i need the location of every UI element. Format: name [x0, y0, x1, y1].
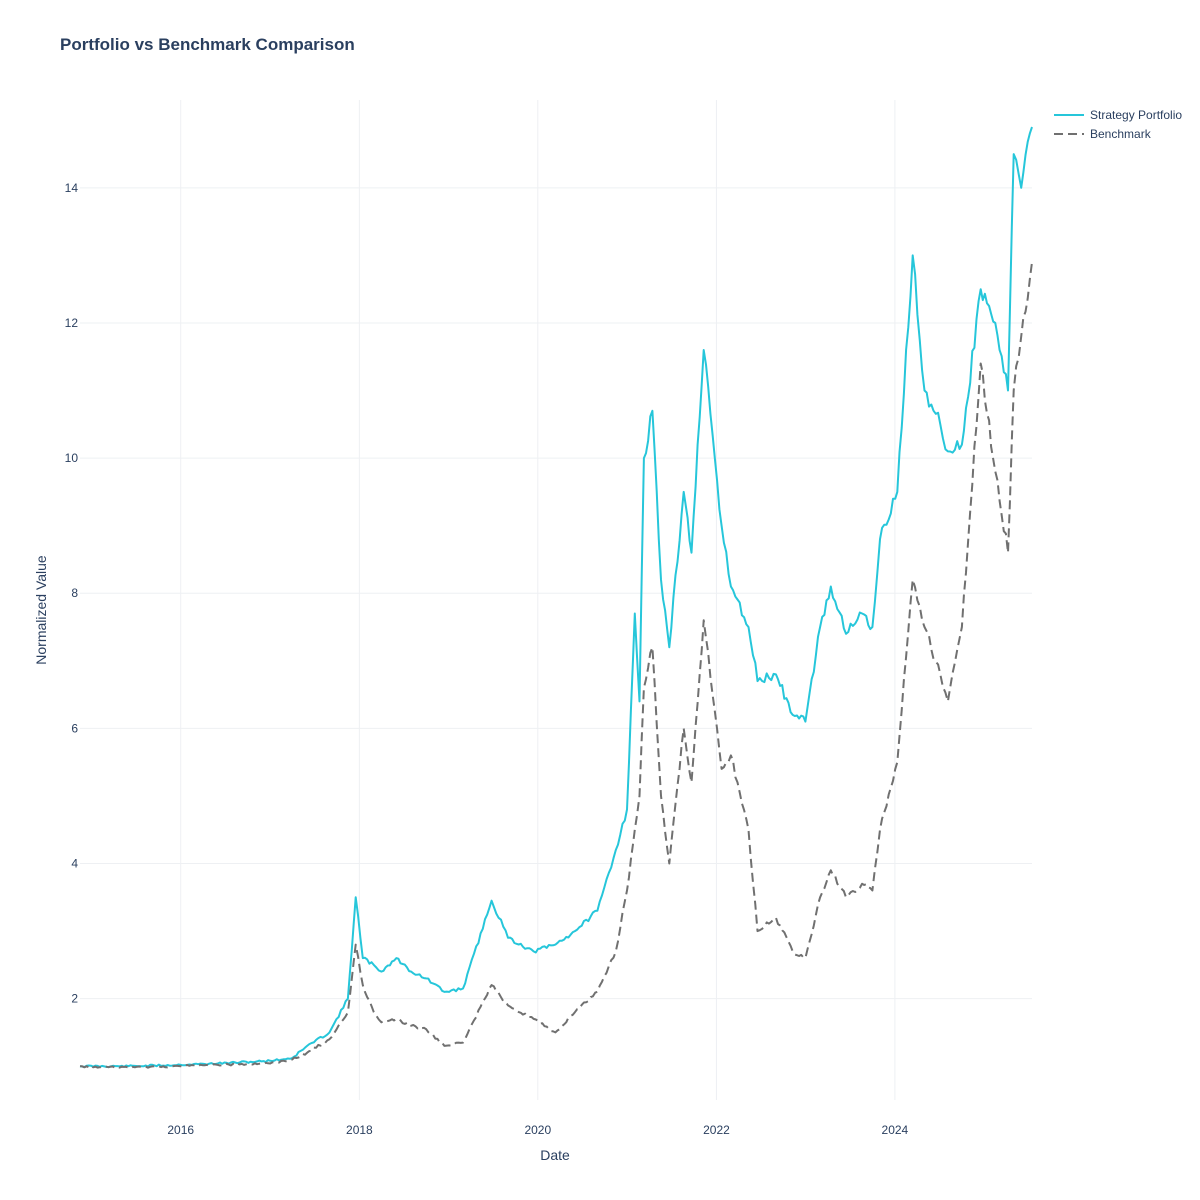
x-tick-label: 2022: [703, 1123, 730, 1137]
y-tick-label: 8: [71, 586, 78, 600]
x-tick-label: 2020: [524, 1123, 551, 1137]
x-axis-ticks: 2016 2018 2020 2022 2024: [167, 1123, 908, 1137]
legend-item-benchmark[interactable]: Benchmark: [1054, 127, 1152, 141]
y-tick-label: 14: [65, 181, 79, 195]
y-tick-label: 4: [71, 857, 78, 871]
x-axis-title: Date: [540, 1147, 570, 1163]
x-tick-label: 2018: [346, 1123, 373, 1137]
series-line-benchmark: [79, 262, 1033, 1070]
chart-title: Portfolio vs Benchmark Comparison: [60, 35, 355, 54]
y-tick-label: 10: [65, 451, 79, 465]
x-tick-label: 2016: [167, 1123, 194, 1137]
grid: [80, 100, 1032, 1100]
legend[interactable]: Strategy Portfolio Benchmark: [1054, 108, 1182, 141]
y-tick-label: 6: [71, 721, 78, 735]
y-tick-label: 2: [71, 992, 78, 1006]
legend-item-strategy-portfolio[interactable]: Strategy Portfolio: [1054, 108, 1182, 122]
series-line-strategy-portfolio: [79, 126, 1033, 1069]
y-axis-ticks: 2 4 6 8 10 12 14: [65, 181, 79, 1006]
y-tick-label: 12: [65, 316, 79, 330]
x-tick-label: 2024: [882, 1123, 909, 1137]
series-lines: [79, 126, 1033, 1070]
legend-label-benchmark: Benchmark: [1090, 127, 1152, 141]
legend-label-strategy-portfolio: Strategy Portfolio: [1090, 108, 1182, 122]
y-axis-title: Normalized Value: [33, 555, 49, 665]
